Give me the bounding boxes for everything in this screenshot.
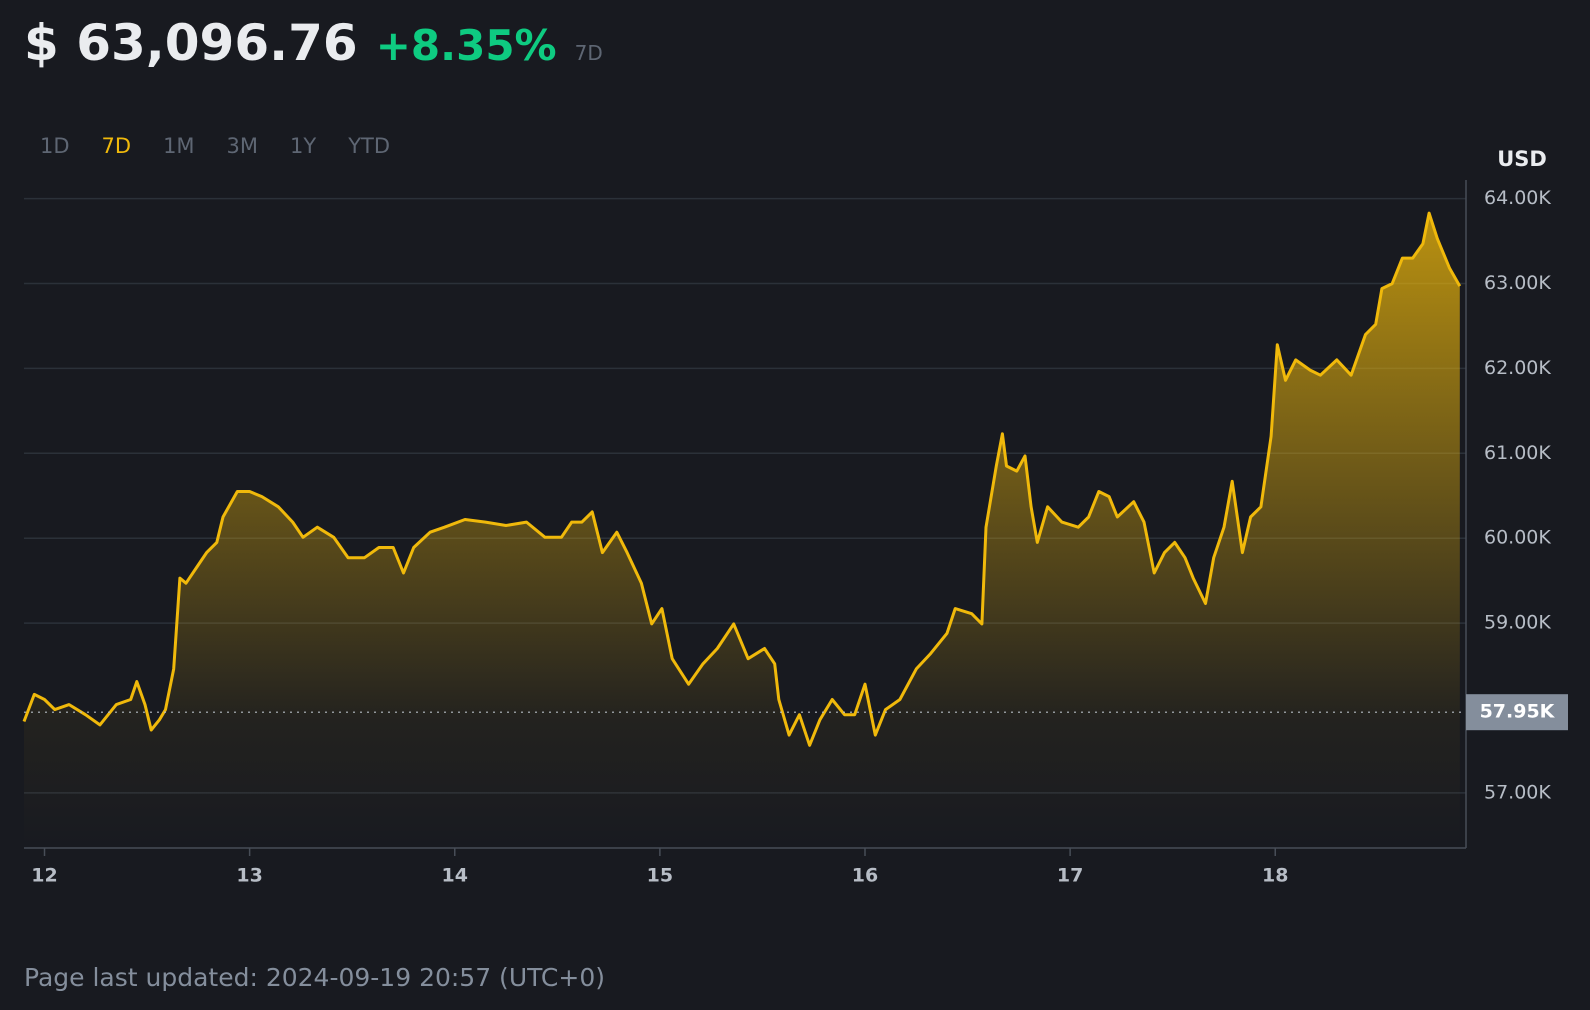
y-tick-label: 60.00K (1484, 527, 1551, 549)
x-tick-label: 12 (31, 865, 57, 887)
y-tick-label: 62.00K (1484, 357, 1551, 379)
price-line (22, 211, 1462, 747)
y-tick-label: 59.00K (1484, 612, 1551, 634)
y-tick-label: 64.00K (1484, 187, 1551, 209)
price-header: $ 63,096.76 +8.35% 7D (24, 14, 603, 72)
price-change: +8.35% (375, 21, 557, 70)
x-tick-label: 17 (1057, 865, 1083, 887)
range-tab[interactable]: YTD (332, 134, 406, 158)
x-tick-label: 14 (442, 865, 468, 887)
reference-label: 57.95K (1480, 701, 1556, 723)
x-tick-label: 16 (852, 865, 878, 887)
reference-tag (1466, 694, 1568, 731)
x-tick-label: 13 (236, 865, 262, 887)
unit-label: USD (1497, 147, 1547, 171)
x-tick-label: 18 (1262, 865, 1288, 887)
y-tick-label: 61.00K (1484, 442, 1551, 464)
range-tab[interactable]: 3M (211, 134, 274, 158)
area-fill (24, 213, 1460, 849)
y-tick-label: 63.00K (1484, 272, 1551, 294)
range-tabs: 1D 7D 1M 3M 1Y YTD (24, 134, 406, 158)
range-tab[interactable]: 7D (86, 134, 148, 158)
last-updated: Page last updated: 2024-09-19 20:57 (UTC… (24, 963, 605, 992)
change-period: 7D (574, 41, 603, 65)
y-tick-label: 57.00K (1484, 781, 1551, 803)
range-tab[interactable]: 1D (24, 134, 86, 158)
price: $ 63,096.76 (24, 14, 358, 72)
x-tick-label: 15 (647, 865, 673, 887)
range-tab[interactable]: 1Y (274, 134, 332, 158)
range-tab[interactable]: 1M (147, 134, 210, 158)
